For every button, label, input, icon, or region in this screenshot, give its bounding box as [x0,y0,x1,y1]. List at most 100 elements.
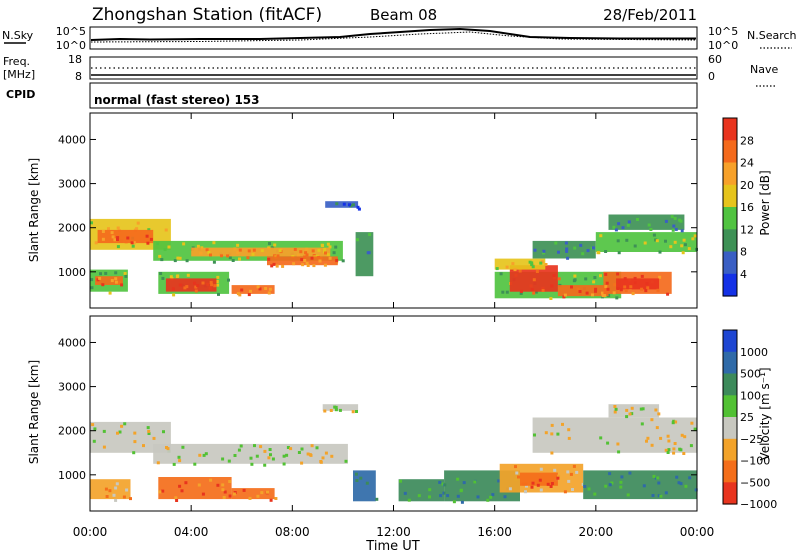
velocity-echo-speckle [439,494,443,498]
velocity-echo-speckle [216,483,220,487]
power-echo-speckle [670,215,674,219]
velocity-echo-speckle [646,436,650,440]
power-echo-speckle [592,280,596,284]
velocity-echo-speckle [610,481,614,485]
power-colorbar-swatch [723,118,737,141]
power-echo-speckle [326,253,330,257]
velocity-echo-speckle [300,447,304,451]
velocity-echo-speckle [556,432,560,436]
velocity-echo-speckle [452,500,456,504]
power-echo-speckle [227,278,230,282]
power-echo-speckle [318,259,322,263]
freq-left-tick-bottom: 8 [75,70,82,83]
power-echo-speckle [530,263,534,267]
power-echo-speckle [326,242,330,246]
power-echo-speckle [90,286,94,290]
power-echo-speckle [110,279,114,283]
power-echo-speckle [645,282,649,285]
power-echo-speckle [215,280,219,283]
velocity-echo-speckle [289,447,293,451]
velocity-echo-speckle [556,476,560,480]
power-echo-speckle [209,280,213,284]
velocity-echo-speckle [428,488,432,492]
power-echo-speckle [533,248,537,252]
power-echo-speckle [113,238,117,242]
velocity-echo-speckle [525,484,528,488]
power-echo-speckle [544,263,548,266]
power-ytick-label: 4000 [58,133,86,146]
velocity-colorbar-label: Velocity [m s⁻¹] [758,367,772,460]
power-panel: Slant Range [km] 1000 2000 3000 4000 4 8 12 16… [27,112,772,309]
power-echo-speckle [581,252,585,256]
velocity-echo-speckle [667,439,671,443]
velocity-colorbar-tick-label: −25 [740,433,763,446]
power-echo-speckle [303,259,307,262]
power-echo-speckle [644,289,648,293]
freq-panel: Freq. [MHz] 18 8 60 0 Nave [3,53,778,87]
noise-panel: N.Sky 10^5 10^0 10^5 10^0 N.Search [2,25,797,52]
power-echo-speckle [652,233,656,237]
power-echo-speckle [96,278,100,282]
velocity-echo-speckle [672,451,676,455]
power-echo-speckle [664,219,668,223]
power-colorbar-frame [722,117,738,297]
velocity-ylabel: Slant Range [km] [27,360,41,464]
power-echo-speckle [597,251,601,255]
velocity-echo-speckle [324,451,328,455]
power-echo-speckle [176,274,180,278]
velocity-colorbar-tick-label: 1000 [740,346,768,359]
velocity-echo-speckle [617,450,621,454]
power-echo-region [557,285,609,297]
velocity-echo-speckle [614,407,618,411]
velocity-echo-region [353,470,376,502]
power-echo-speckle [368,233,372,236]
velocity-echo-speckle [120,424,124,428]
velocity-echo-speckle [630,412,634,416]
power-echo-speckle [183,286,187,290]
power-colorbar-tick-label: 24 [740,157,754,170]
power-echo-speckle [160,258,164,262]
velocity-echo-speckle [641,407,645,411]
power-echo-speckle [658,275,662,279]
power-echo-speckle [591,246,595,250]
power-echo-speckle [573,246,577,250]
velocity-echo-speckle [315,446,319,450]
power-echo-speckle [110,231,114,235]
velocity-echo-speckle [550,482,554,485]
power-echo-speckle [300,258,304,262]
velocity-echo-speckle [583,485,587,488]
power-echo-speckle [159,272,163,275]
power-echo-speckle [216,275,220,279]
power-echo-speckle [629,285,633,289]
freq-left-tick-top: 18 [68,53,82,66]
power-echo-speckle [114,280,118,284]
power-echo-speckle [328,245,332,249]
power-echo-speckle [131,244,135,248]
power-echo-speckle [94,241,98,245]
power-colorbar-swatch [723,140,737,164]
power-echo-speckle [172,293,176,297]
velocity-echo-region [90,479,131,500]
power-echo-speckle [236,243,240,247]
cpid-panel: CPID normal (fast stereo) 153 [6,82,698,109]
velocity-ytick-label: 2000 [58,425,86,438]
power-echo-speckle [531,265,535,269]
power-echo-speckle [604,250,608,253]
velocity-echo-speckle [306,452,310,456]
velocity-echo-speckle [567,479,571,483]
power-echo-speckle [541,289,545,292]
power-echo-speckle [201,281,205,285]
power-echo-speckle [126,236,130,240]
power-echo-speckle [101,283,105,287]
velocity-echo-speckle [227,459,231,463]
velocity-echo-speckle [123,422,127,426]
power-echo-speckle [647,223,651,227]
velocity-echo-speckle [563,490,567,494]
power-ytick-label: 3000 [58,178,86,191]
velocity-echo-speckle [178,484,182,488]
velocity-echo-speckle [263,463,267,467]
power-echo-speckle [673,216,677,220]
power-echo-speckle [207,250,211,254]
velocity-echo-speckle [249,456,253,460]
